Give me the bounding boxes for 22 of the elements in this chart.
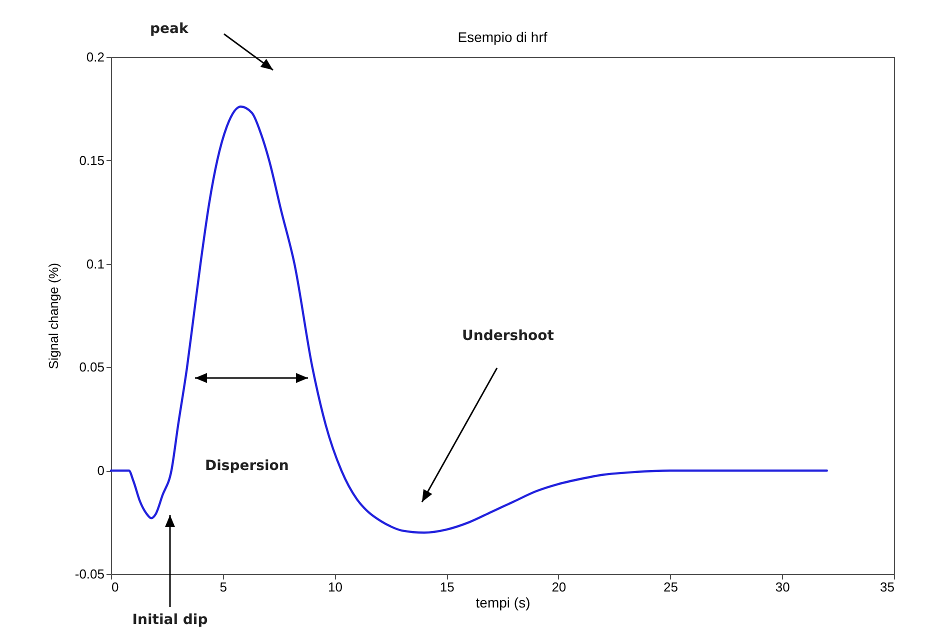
x-tick-label: 35 — [880, 580, 894, 594]
x-axis-title: tempi (s) — [476, 594, 530, 610]
x-tick-label: 15 — [440, 580, 454, 594]
y-tick-label: 0.05 — [79, 360, 104, 375]
y-tick-label: -0.05 — [74, 566, 104, 582]
x-tick-label: 5 — [220, 580, 227, 594]
y-tick-label: 0 — [97, 463, 104, 478]
y-axis-title: Signal change (%) — [46, 262, 61, 370]
y-tick-label: 0.1 — [86, 256, 104, 272]
annotation: Undershoot — [462, 328, 554, 344]
y-tick-label: 0.2 — [86, 50, 104, 64]
x-tick-label: 10 — [328, 580, 342, 594]
x-tick-label: 25 — [664, 580, 678, 594]
y-tick-label: 0.15 — [79, 152, 104, 168]
chart-title: Esempio di hrf — [458, 29, 548, 45]
text: Initial dip — [132, 612, 208, 627]
text: peak — [150, 21, 189, 37]
x-tick-label: 30 — [775, 580, 790, 594]
x-tick-label: 20 — [552, 580, 566, 594]
line-series — [110, 106, 828, 534]
annotation: Dispersion — [205, 458, 289, 474]
x-tick-label: 0 — [112, 580, 119, 594]
